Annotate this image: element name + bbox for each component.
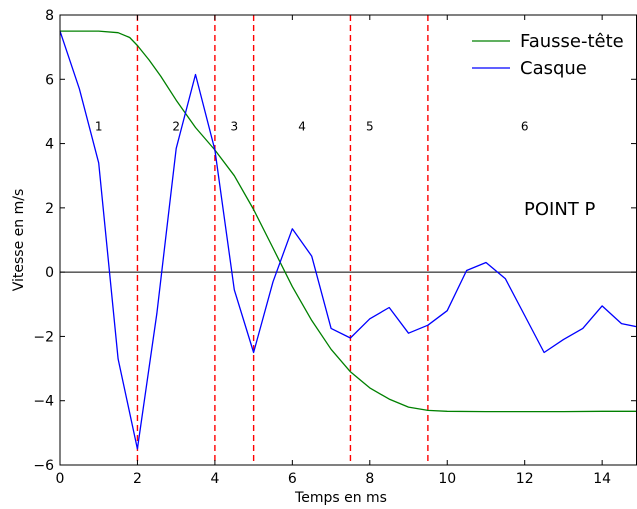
x-tick-label: 10 xyxy=(438,471,456,487)
legend-label-casque: Casque xyxy=(520,58,587,79)
x-tick-label: 0 xyxy=(56,471,65,487)
zone-label-2: 2 xyxy=(172,120,180,134)
y-tick-label: 6 xyxy=(45,72,54,88)
y-tick-label: 8 xyxy=(45,8,54,24)
x-tick-label: 4 xyxy=(210,471,219,487)
y-tick-label: 0 xyxy=(45,265,54,281)
x-tick-label: 14 xyxy=(593,471,611,487)
point-annotation: POINT P xyxy=(524,199,596,220)
y-tick-label: −2 xyxy=(33,329,54,345)
x-tick-label: 2 xyxy=(133,471,142,487)
y-tick-label: −4 xyxy=(33,394,54,410)
plot-area-frame xyxy=(59,14,637,466)
reference-lines xyxy=(136,15,429,465)
series-lines xyxy=(59,30,637,450)
zone-label-4: 4 xyxy=(298,120,306,134)
y-tick-label: 4 xyxy=(45,137,54,153)
x-tick-label: 6 xyxy=(288,471,297,487)
x-tick-label: 8 xyxy=(365,471,374,487)
legend: Fausse-tête Casque xyxy=(472,31,624,79)
x-tick-label: 12 xyxy=(516,471,534,487)
series-line-0 xyxy=(60,30,637,413)
zone-labels: 1 2 3 4 5 6 xyxy=(95,120,529,134)
legend-label-fausse-tete: Fausse-tête xyxy=(520,31,624,52)
zone-label-5: 5 xyxy=(366,120,374,134)
y-axis-title: Vitesse en m/s xyxy=(11,189,27,292)
y-tick-label: 2 xyxy=(45,201,54,217)
zone-label-1: 1 xyxy=(95,120,103,134)
zone-label-3: 3 xyxy=(230,120,238,134)
zone-label-6: 6 xyxy=(521,120,529,134)
series-line-1 xyxy=(59,30,637,450)
y-tick-label: −6 xyxy=(33,458,54,474)
x-axis-title: Temps en ms xyxy=(294,490,387,506)
